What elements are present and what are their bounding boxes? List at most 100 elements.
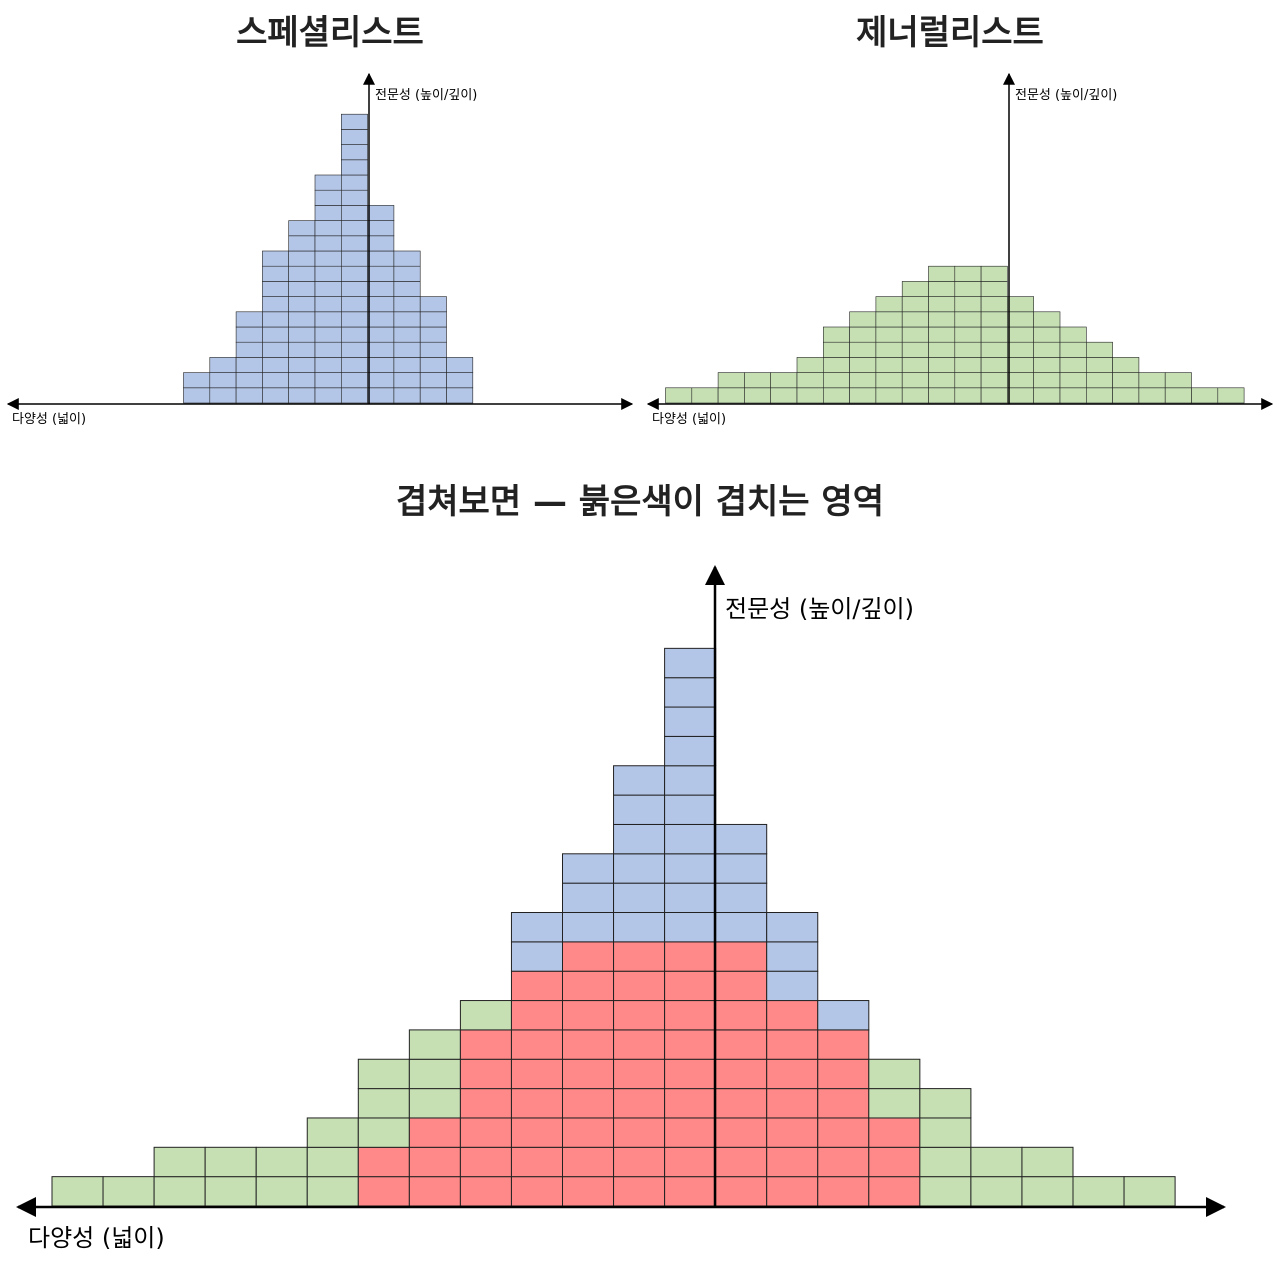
specialist-block: [766, 941, 819, 972]
generalist-block: [919, 1088, 972, 1119]
generalist-block: [849, 341, 877, 358]
generalist-block: [954, 311, 982, 328]
generalist-block: [901, 326, 929, 343]
generalist-block: [822, 341, 850, 358]
overlap-block: [510, 1176, 564, 1207]
specialist-block: [340, 311, 368, 328]
overlap-block: [664, 1088, 717, 1119]
specialist-x-axis-label: 다양성 (넓이): [12, 412, 86, 427]
overlap-block: [459, 1029, 512, 1060]
overlap-block: [613, 970, 666, 1002]
specialist-block: [419, 387, 447, 404]
specialist-block: [340, 159, 368, 176]
generalist-block: [408, 1088, 461, 1119]
generalist-block: [357, 1058, 410, 1090]
generalist-block: [1138, 387, 1166, 404]
specialist-block: [664, 794, 717, 825]
combined-y-axis-label: 전문성 (높이/깊이): [725, 595, 914, 623]
generalist-block: [1007, 357, 1035, 373]
specialist-block: [393, 357, 421, 373]
specialist-block: [766, 912, 819, 943]
generalist-block: [796, 372, 824, 389]
specialist-block: [340, 296, 368, 313]
generalist-block: [875, 326, 903, 343]
generalist-block: [919, 1117, 972, 1148]
specialist-block: [288, 220, 316, 237]
generalist-block: [901, 296, 929, 313]
overlap-block: [459, 1146, 512, 1178]
generalist-block: [980, 341, 1008, 358]
specialist-block: [340, 250, 368, 267]
generalist-x-axis-label: 다양성 (넓이): [652, 412, 726, 427]
generalist-block: [875, 372, 903, 389]
specialist-block: [340, 235, 368, 252]
generalist-blocks: [665, 265, 1245, 404]
specialist-block: [393, 311, 421, 328]
specialist-block: [393, 265, 421, 282]
generalist-block: [1007, 311, 1035, 328]
generalist-block: [822, 372, 850, 389]
generalist-block: [1033, 326, 1061, 343]
generalist-block: [928, 357, 956, 373]
overlap-block: [562, 1176, 615, 1207]
generalist-block: [980, 296, 1008, 313]
generalist-block: [665, 387, 693, 404]
specialist-block: [314, 265, 342, 282]
overlap-block: [715, 1088, 768, 1119]
generalist-block: [51, 1176, 104, 1207]
generalist-block: [204, 1146, 257, 1178]
generalist-block: [408, 1058, 461, 1090]
specialist-block: [340, 113, 368, 130]
generalist-block: [1059, 387, 1087, 404]
specialist-block: [613, 912, 666, 943]
specialist-block: [664, 853, 717, 884]
specialist-block: [183, 372, 211, 389]
overlap-block: [510, 970, 564, 1002]
generalist-block: [954, 372, 982, 389]
generalist-block: [744, 372, 772, 389]
overlap-block: [510, 1117, 564, 1148]
specialist-block: [262, 265, 289, 282]
generalist-block: [1021, 1146, 1074, 1178]
specialist-block: [367, 357, 395, 373]
generalist-block: [717, 372, 745, 389]
generalist-block: [928, 341, 956, 358]
overlap-block: [817, 1029, 870, 1060]
generalist-block: [901, 372, 929, 389]
generalist-block: [954, 281, 982, 297]
specialist-block: [340, 326, 368, 343]
overlap-block: [766, 1029, 819, 1060]
generalist-block: [875, 341, 903, 358]
generalist-block: [1086, 357, 1113, 373]
generalist-block: [306, 1176, 359, 1207]
specialist-block: [613, 794, 666, 825]
generalist-block: [928, 311, 956, 328]
specialist-block: [262, 250, 289, 267]
overlap-block: [510, 1029, 564, 1060]
overlap-block: [715, 970, 768, 1002]
overlap-block: [817, 1058, 870, 1090]
specialist-block: [262, 281, 289, 297]
generalist-block: [928, 281, 956, 297]
generalist-block: [744, 387, 772, 404]
generalist-block: [1033, 341, 1061, 358]
specialist-panel: 스페셜리스트 전문성 (높이/깊이) 다양성 (넓이): [6, 13, 634, 427]
specialist-block: [235, 372, 263, 389]
specialist-block: [340, 205, 368, 221]
generalist-block: [970, 1146, 1023, 1178]
specialist-block: [262, 372, 289, 389]
specialist-block: [262, 387, 289, 404]
overlap-block: [562, 1029, 615, 1060]
overlap-block: [868, 1176, 921, 1207]
generalist-block: [1138, 372, 1166, 389]
overlap-block: [613, 1176, 666, 1207]
specialist-block: [510, 941, 564, 972]
specialist-block: [367, 250, 395, 267]
generalist-block: [357, 1088, 410, 1119]
combined-blocks: [51, 647, 1176, 1207]
specialist-block: [262, 296, 289, 313]
specialist-block: [613, 823, 666, 855]
specialist-block: [613, 882, 666, 914]
specialist-block: [664, 647, 717, 679]
specialist-block: [664, 765, 717, 796]
